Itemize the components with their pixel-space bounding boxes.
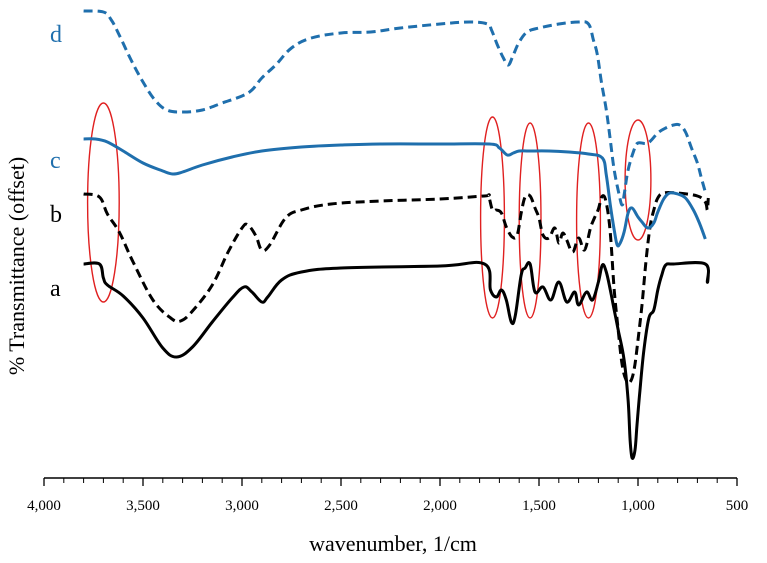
x-tick-label: 2,500 xyxy=(324,498,358,514)
highlight-ellipses xyxy=(86,102,652,319)
series-label-b: b xyxy=(50,202,62,228)
x-axis: 4,000 3,500 3,000 2,500 2,000 1,500 1,000 500 xyxy=(27,477,748,514)
x-axis-ticks: 4,000 3,500 3,000 2,500 2,000 1,500 1,000 500 xyxy=(27,478,748,514)
series-label-d: d xyxy=(50,22,62,48)
x-tick-label: 2,000 xyxy=(423,498,457,514)
highlight-ellipse xyxy=(86,102,120,303)
spectra-lines xyxy=(83,9,710,460)
x-tick-label: 1,000 xyxy=(621,498,655,514)
highlight-ellipse xyxy=(479,116,506,319)
series-line-d xyxy=(83,9,707,207)
series-label-c: c xyxy=(50,148,61,174)
x-tick-label: 3,500 xyxy=(126,498,160,514)
x-axis-title: wavenumber, 1/cm xyxy=(309,531,477,556)
highlight-ellipse xyxy=(575,122,602,319)
x-tick-label: 3,000 xyxy=(225,498,259,514)
series-label-a: a xyxy=(50,276,61,302)
x-tick-label: 500 xyxy=(726,498,749,514)
highlight-ellipse xyxy=(624,119,652,241)
series-line-b xyxy=(83,190,710,385)
series-line-c xyxy=(83,137,707,248)
x-tick-label: 1,500 xyxy=(522,498,556,514)
series-labels: a b c d xyxy=(50,22,62,302)
x-tick-label: 4,000 xyxy=(27,498,61,514)
y-axis-title: % Transmittance (offset) xyxy=(4,157,29,375)
series-line-a xyxy=(83,260,710,460)
